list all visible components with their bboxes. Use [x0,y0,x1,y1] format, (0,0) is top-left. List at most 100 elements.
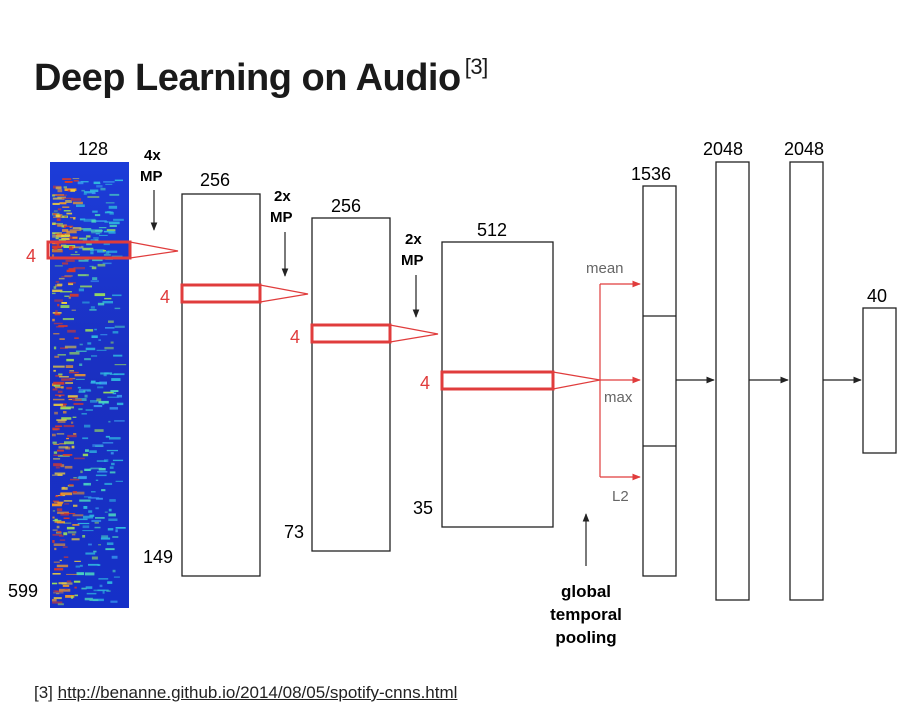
spectrogram-streak [52,249,63,253]
spectrogram-streak [112,459,124,462]
spectrogram-streak [104,511,108,513]
pooling-caption-line-3: pooling [555,628,616,647]
spectrogram-streak [56,218,61,221]
spectrogram-streak [52,318,55,322]
spectrogram-streak [63,186,67,189]
spectrogram-streak [57,511,69,514]
spectrogram-streak [52,427,60,431]
spectrogram-streak [73,580,81,583]
spectrogram-streak [54,411,58,415]
spectrogram-streak [114,179,123,182]
spectrogram-streak [108,231,116,234]
spectrogram-streak [72,398,82,401]
spectrogram-streak [57,208,62,211]
spectrogram-streak [102,442,114,444]
reference-link[interactable]: http://benanne.github.io/2014/08/05/spot… [57,683,458,702]
spectrogram-streak [98,468,106,471]
spectrogram-streak [88,497,100,499]
spectrogram-streak [53,463,62,467]
spectrogram-streak [63,517,70,519]
spectrogram-streak [96,185,103,188]
spectrogram-streak [77,181,84,185]
spectrogram-streak [102,250,107,252]
spectrogram-streak [112,294,122,297]
pool-1-factor: 4x [144,147,161,164]
spectrogram-streak [66,230,77,234]
title-text: Deep Learning on Audio [34,57,461,99]
spectrogram-streak [64,441,74,445]
spectrogram-streak [55,466,60,469]
spectrogram-streak [109,437,121,440]
spectrogram-streak [104,297,112,300]
spectrogram-streak [70,254,80,256]
spectrogram-streak [79,363,83,366]
spectrogram-streak [67,395,78,398]
spectrogram-texture [52,178,127,606]
spectrogram-streak [62,318,74,321]
spectrogram-streak [116,394,122,398]
pooling-branches: mean max L2 [586,260,641,505]
spectrogram-streak [109,471,116,474]
spectrogram-streak [94,521,99,524]
pool-label-1: 4x MP [140,147,163,231]
spectrogram-streak [72,178,80,180]
conv-layer-3: 512 35 4 [413,220,601,528]
spectrogram-streak [97,386,104,389]
spectrogram-streak [109,193,120,196]
spectrogram-streak [52,503,62,507]
input-width-label: 128 [78,139,108,159]
spectrogram-streak [94,249,105,251]
spectrogram-streak [73,217,76,220]
spectrogram-streak [94,214,101,217]
spectrogram-streak [60,405,66,408]
spectrogram-streak [95,474,107,477]
spectrogram-streak [66,526,75,530]
spectrogram-streak [93,550,97,553]
spectrogram-streak [58,373,63,376]
spectrogram-streak [90,280,99,283]
layer-2-width-label: 256 [331,196,361,216]
spectrogram-streak [79,564,83,567]
spectrogram-streak [116,402,124,406]
spectrogram-streak [96,460,107,462]
pool-label-2: 2x MP [270,188,293,277]
spectrogram-streak [57,420,66,423]
slide-title: Deep Learning on Audio [3] [34,54,488,100]
spectrogram-streak [85,347,96,351]
spectrogram-streak [107,250,118,253]
spectrogram-streak [89,450,97,453]
spectrogram-streak [56,194,67,196]
spectrogram-streak [63,210,71,212]
spectrogram-streak [60,492,73,496]
layer-3-window-highlight [440,370,555,391]
spectrogram-streak [54,265,63,267]
spectrogram-streak [69,352,80,355]
spectrogram-streak [80,181,89,183]
spectrogram-streak [52,223,63,225]
spectrogram-streak [72,246,84,249]
spectrogram-streak [77,522,90,525]
spectrogram-streak [104,346,114,350]
spectrogram-streak [100,187,106,191]
spectrogram-streak [94,328,97,331]
pool-mean-label: mean [586,260,624,277]
spectrogram-streak [85,409,93,411]
spectrogram-streak [114,364,127,366]
spectrogram-streak [72,416,77,418]
spectrogram-streak [74,560,81,562]
spectrogram-streak [111,462,115,466]
spectrogram-streak [52,245,63,249]
layer-3-window-label: 4 [420,373,430,393]
spectrogram-streak [77,386,81,389]
spectrogram-streak [107,528,114,531]
spectrogram-streak [58,239,66,241]
spectrogram-streak [95,233,100,235]
spectrogram-streak [91,491,96,493]
spectrogram-streak [110,390,119,392]
spectrogram-streak [64,275,73,277]
layer-1-window-projection [259,284,309,303]
spectrogram-streak [105,250,110,254]
spectrogram-streak [57,283,63,286]
spectrogram-streak [68,282,74,286]
spectrogram-streak [66,387,72,390]
